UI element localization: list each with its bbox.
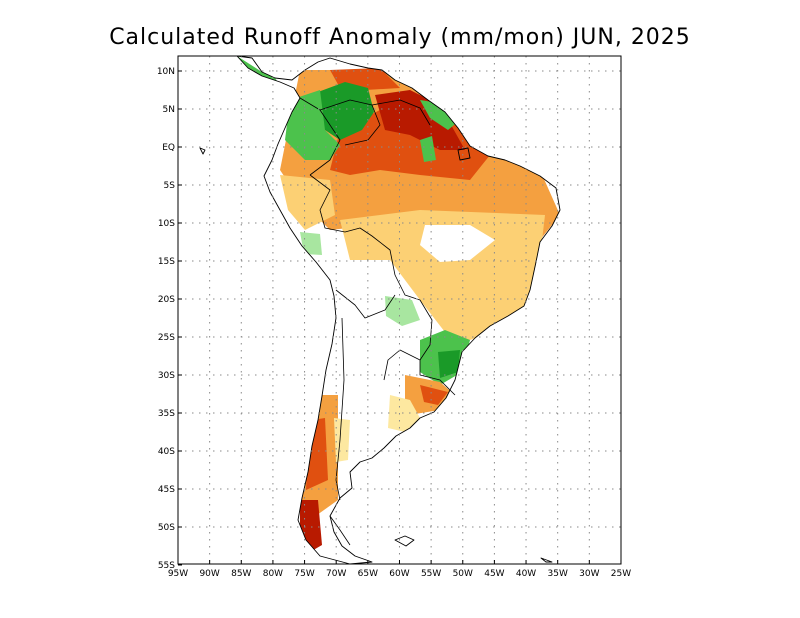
anomaly-darkred-core [375,90,465,150]
latitude-tick-label: 5N [163,105,175,115]
latitude-tick-label: 5S [164,181,176,191]
longitude-tick-label: 35W [548,569,568,579]
brazil-coastal-island [457,147,471,161]
south-georgia [540,557,553,563]
coastline [236,55,561,565]
anomaly-none-interior [420,225,495,262]
latitude-tick-labels: 10N 5N EQ 5S 10S 15S 20S 25S 30S 35S 40S 45S 50S 55S [157,67,182,571]
longitude-tick-label: 40W [516,569,536,579]
latitude-tick-label: EQ [162,143,175,153]
anomaly-green-small-amazon [420,136,436,162]
anomaly-green-nw [237,56,280,85]
graticule [178,56,621,564]
latitude-tick-label: 45S [158,485,175,495]
anomaly-lightgreen-colombia [285,90,340,160]
longitude-tick-label: 25W [611,569,631,579]
anomaly-lightgreen-andes [300,232,322,255]
anomaly-red-uruguay [420,385,448,405]
falkland-islands [394,535,415,547]
anomaly-green-venezuela [318,82,374,140]
latitude-tick-label: 55S [158,561,175,571]
longitude-tick-label: 65W [358,569,378,579]
anomaly-yellow-pampas [388,395,420,432]
longitude-tick-label: 60W [389,569,409,579]
anomaly-lightgreen-paraguay [385,296,420,326]
longitude-tick-label: 55W [421,569,441,579]
longitude-tick-label: 80W [263,569,283,579]
longitude-tick-label: 50W [453,569,473,579]
longitude-tick-label: 90W [199,569,219,579]
longitude-tick-label: 85W [231,569,251,579]
longitude-tick-label: 75W [294,569,314,579]
anomaly-shading [237,56,560,552]
latitude-tick-label: 35S [158,409,175,419]
country-borders [299,97,456,546]
latitude-tick-label: 40S [158,447,175,457]
latitude-tick-label: 30S [158,371,175,381]
latitude-tick-label: 50S [158,523,175,533]
longitude-tick-label: 70W [326,569,346,579]
longitude-tick-label: 30W [579,569,599,579]
longitude-tick-labels: 95W 90W 85W 80W 75W 70W 65W 60W 55W 50W 45W 40W 35W 3… [168,560,631,579]
latitude-tick-label: 15S [158,257,175,267]
latitude-tick-label: 20S [158,295,175,305]
longitude-tick-label: 95W [168,569,188,579]
anomaly-green-guiana [420,100,460,130]
latitude-tick-label: 10N [157,67,175,77]
latitude-tick-label: 10S [158,219,175,229]
anomaly-darkgreen-south-brazil [438,350,460,378]
anomaly-red-chile [306,418,328,490]
anomaly-yellow-west [280,175,335,230]
longitude-tick-label: 45W [484,569,504,579]
galapagos-islands [199,147,206,155]
map-title: Calculated Runoff Anomaly (mm/mon) JUN, … [109,25,691,50]
anomaly-yellow-central [340,210,545,345]
latitude-tick-label: 25S [158,333,175,343]
